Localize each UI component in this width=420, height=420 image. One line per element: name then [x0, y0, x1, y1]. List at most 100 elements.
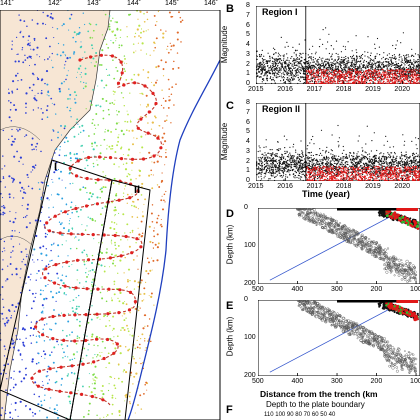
map-event-dot: [101, 286, 103, 288]
magnitude-event: [274, 63, 277, 65]
map-event-dot: [34, 296, 36, 299]
magnitude-event: [264, 59, 266, 61]
map-event-dot: [133, 35, 136, 38]
obs-event: [322, 82, 324, 84]
map-event-dot: [161, 89, 163, 91]
magnitude-event: [337, 59, 339, 61]
magnitude-event: [292, 65, 294, 67]
obs-event: [383, 75, 385, 77]
map-event-dot: [105, 68, 108, 71]
magnitude-event: [265, 69, 267, 71]
magnitude-event: [371, 71, 373, 74]
map-event-dot: [19, 292, 22, 294]
map-event-dot: [88, 386, 91, 388]
magnitude-event: [351, 63, 353, 65]
magnitude-event: [260, 55, 262, 57]
magnitude-event: [344, 69, 346, 71]
magnitude-event: [338, 56, 340, 58]
magnitude-event: [334, 59, 336, 62]
magnitude-event: [283, 173, 285, 175]
magnitude-event: [268, 72, 270, 74]
map-event-dot: [16, 88, 19, 91]
magnitude-event: [348, 154, 350, 156]
map-event-dot: [97, 316, 99, 318]
magnitude-event: [335, 67, 337, 69]
map-event-dot: [132, 356, 134, 358]
map-event-dot: [150, 155, 152, 157]
map-event-dot: [14, 217, 17, 220]
map-event-dot: [91, 262, 93, 264]
magnitude-event: [271, 60, 274, 63]
magnitude-event: [268, 60, 270, 62]
obs-event: [398, 69, 400, 71]
track-station-dot: [124, 234, 128, 239]
map-event-dot: [68, 265, 70, 268]
magnitude-event: [265, 72, 267, 74]
magnitude-event: [293, 52, 295, 54]
magnitude-event: [260, 179, 262, 181]
map-event-dot: [12, 358, 14, 361]
map-event-dot: [125, 79, 128, 81]
obs-event: [350, 75, 353, 78]
magnitude-event: [368, 63, 370, 65]
map-event-dot: [143, 287, 146, 290]
magnitude-event: [405, 66, 407, 69]
obs-event: [405, 72, 408, 74]
magnitude-event: [270, 65, 272, 67]
map-event-dot: [165, 151, 167, 154]
map-event-dot: [162, 97, 165, 100]
magnitude-event: [356, 58, 358, 61]
obs-event: [392, 72, 394, 74]
magnitude-event: [264, 68, 266, 70]
map-event-dot: [105, 43, 108, 46]
magnitude-event: [324, 63, 327, 65]
magnitude-event: [397, 62, 400, 65]
magnitude-event: [274, 59, 276, 61]
obs-event: [368, 82, 370, 84]
magnitude-event: [274, 71, 276, 73]
track-station-dot: [74, 206, 78, 211]
magnitude-event: [368, 61, 370, 64]
obs-event: [402, 71, 404, 73]
obs-event: [416, 79, 418, 81]
magnitude-event: [295, 64, 297, 66]
magnitude-event: [268, 69, 270, 71]
magnitude-event: [387, 73, 389, 75]
magnitude-event: [283, 58, 285, 60]
magnitude-event: [263, 169, 265, 171]
map-event-dot: [102, 157, 105, 161]
track-station-dot: [151, 91, 155, 95]
magnitude-event: [363, 59, 365, 62]
map-event-dot: [35, 99, 38, 102]
map-event-dot: [117, 363, 120, 366]
magnitude-event: [294, 177, 296, 179]
magnitude-event: [406, 59, 408, 61]
map-event-dot: [122, 327, 125, 329]
map-event-dot: [46, 105, 49, 107]
map-event-dot: [50, 259, 52, 262]
map-event-dot: [25, 248, 27, 250]
magnitude-event: [311, 53, 313, 55]
magnitude-event: [265, 154, 267, 156]
map-event-dot: [108, 266, 111, 268]
obs-event: [414, 71, 416, 73]
obs-event: [355, 71, 357, 73]
map-event-dot: [102, 171, 104, 173]
map-event-dot: [138, 169, 142, 173]
map-event-dot: [96, 354, 99, 356]
map-event-dot: [46, 116, 49, 118]
magnitude-event: [370, 58, 372, 60]
obs-event: [364, 78, 367, 80]
map-event-dot: [2, 318, 4, 320]
magnitude-event: [266, 62, 269, 65]
map-event-dot: [25, 106, 27, 109]
map-event-dot: [35, 292, 37, 295]
map-event-dot: [126, 36, 128, 38]
map-event-dot: [90, 62, 92, 64]
magnitude-event: [399, 53, 401, 56]
magnitude-event: [383, 66, 385, 68]
obs-event: [352, 81, 355, 83]
obs-event: [353, 75, 355, 78]
magnitude-event: [324, 60, 326, 62]
map-event-dot: [92, 57, 95, 60]
